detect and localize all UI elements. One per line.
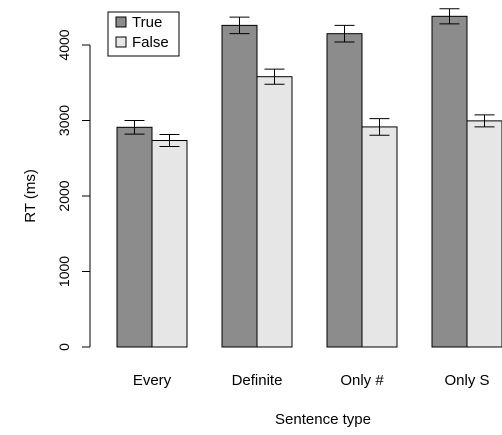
y-axis: 0 1000 2000 3000 4000 bbox=[56, 29, 91, 351]
x-category-label-2: Only # bbox=[340, 372, 384, 389]
bar-true-1 bbox=[221, 24, 258, 348]
bar-false-0 bbox=[151, 140, 188, 348]
legend-label-false: False bbox=[132, 34, 169, 51]
y-tick-label-0: 0 bbox=[56, 343, 72, 351]
bars-group bbox=[116, 15, 502, 348]
legend-swatch-true bbox=[115, 16, 127, 28]
bar-false-2 bbox=[361, 126, 398, 348]
bar-false-3 bbox=[466, 120, 502, 348]
legend: True False bbox=[107, 11, 180, 57]
error-bar-false-1 bbox=[264, 68, 285, 85]
x-category-label-1: Definite bbox=[232, 372, 283, 389]
x-category-label-3: Only S bbox=[444, 372, 489, 389]
error-bar-true-0 bbox=[124, 120, 145, 135]
legend-swatch-false bbox=[115, 36, 127, 48]
y-tick-label-1000: 1000 bbox=[56, 256, 72, 287]
error-bar-false-2 bbox=[369, 118, 390, 136]
bar-true-3 bbox=[431, 15, 468, 348]
error-bar-true-3 bbox=[439, 8, 460, 25]
x-axis-title: Sentence type bbox=[275, 411, 371, 428]
error-bar-false-0 bbox=[159, 133, 180, 148]
x-category-label-0: Every bbox=[133, 372, 172, 389]
y-axis-title: RT (ms) bbox=[22, 169, 39, 223]
error-bar-true-2 bbox=[334, 24, 355, 43]
y-tick-label-3000: 3000 bbox=[56, 105, 72, 136]
legend-label-true: True bbox=[132, 14, 162, 31]
x-category-labels: Every Definite Only # Only S bbox=[133, 372, 490, 389]
bar-true-0 bbox=[116, 126, 153, 348]
bar-true-2 bbox=[326, 33, 363, 348]
error-bar-true-1 bbox=[229, 16, 250, 35]
error-bars-group bbox=[124, 8, 495, 148]
bar-false-1 bbox=[256, 76, 293, 348]
error-bar-false-3 bbox=[474, 114, 495, 128]
y-tick-label-4000: 4000 bbox=[56, 29, 72, 60]
y-tick-label-2000: 2000 bbox=[56, 180, 72, 211]
